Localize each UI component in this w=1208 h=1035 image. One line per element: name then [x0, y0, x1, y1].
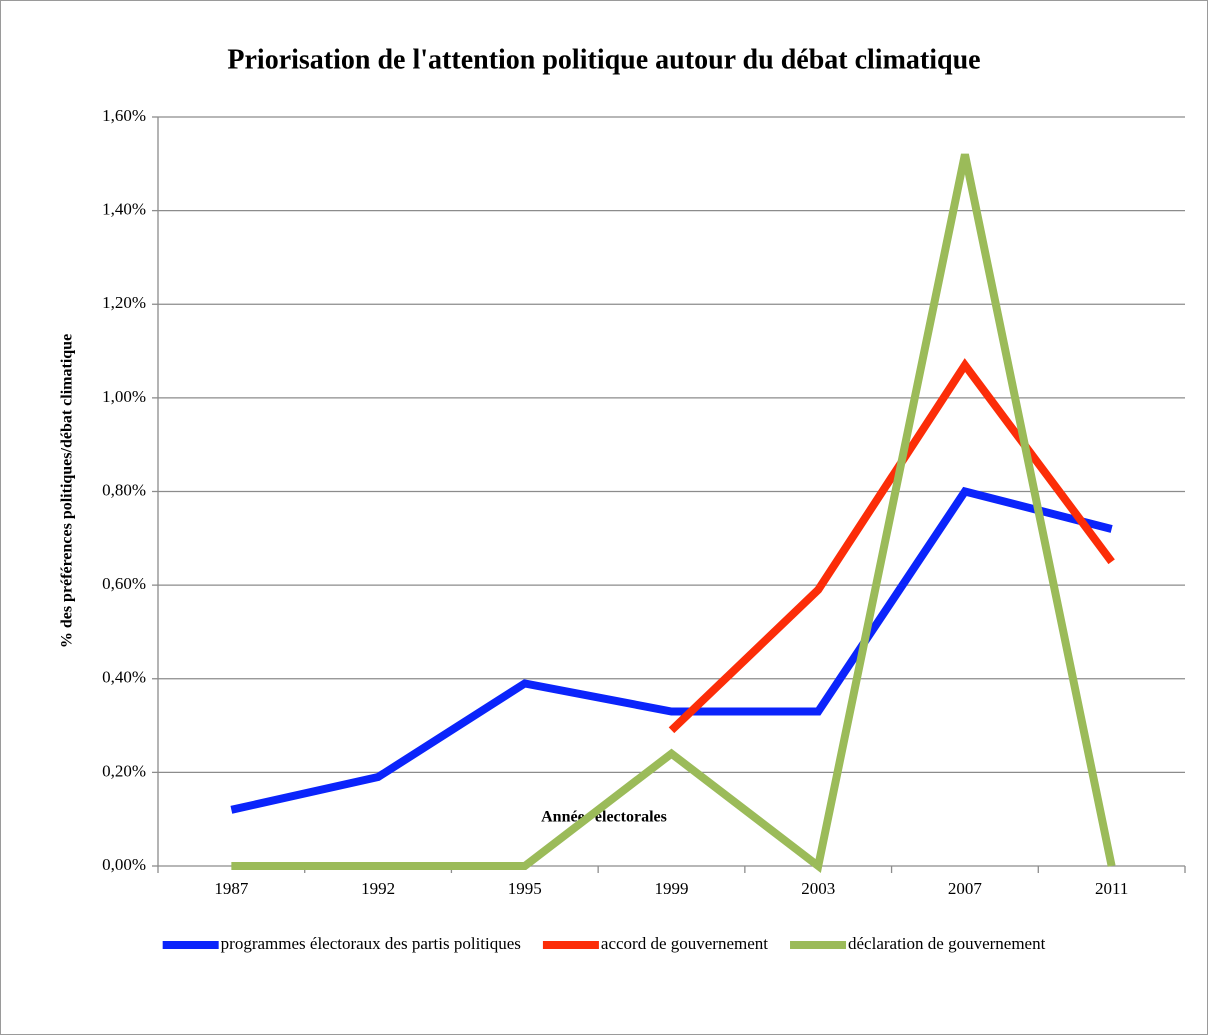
y-tick-label: 0,00% [102, 855, 146, 874]
y-tick-label: 1,40% [102, 200, 146, 219]
x-axis-title: Années électorales [541, 809, 667, 826]
x-tick-label: 1987 [214, 879, 249, 898]
x-tick-label: 1999 [655, 879, 689, 898]
x-tick-label: 1995 [508, 879, 542, 898]
y-tick-label: 1,60% [102, 106, 146, 125]
legend-label: déclaration de gouvernement [848, 934, 1046, 953]
y-tick-label: 0,80% [102, 480, 146, 499]
legend-label: programmes électoraux des partis politiq… [221, 934, 521, 953]
y-tick-label: 1,00% [102, 387, 146, 406]
x-tick-label: 2003 [801, 879, 835, 898]
series-line [231, 153, 1116, 874]
y-axis-title: % des préférences politiques/débat clima… [59, 334, 76, 648]
legend-label: accord de gouvernement [601, 934, 768, 953]
series-line [668, 358, 1115, 734]
x-tick-label: 2007 [948, 879, 983, 898]
x-tick-label: 2011 [1095, 879, 1128, 898]
y-tick-label: 1,20% [102, 293, 146, 312]
y-tick-label: 0,40% [102, 668, 146, 687]
chart-title: Priorisation de l'attention politique au… [227, 44, 980, 75]
x-tick-label: 1992 [361, 879, 395, 898]
y-tick-label: 0,60% [102, 574, 146, 593]
series-line [230, 486, 1113, 814]
y-tick-label: 0,20% [102, 761, 146, 780]
